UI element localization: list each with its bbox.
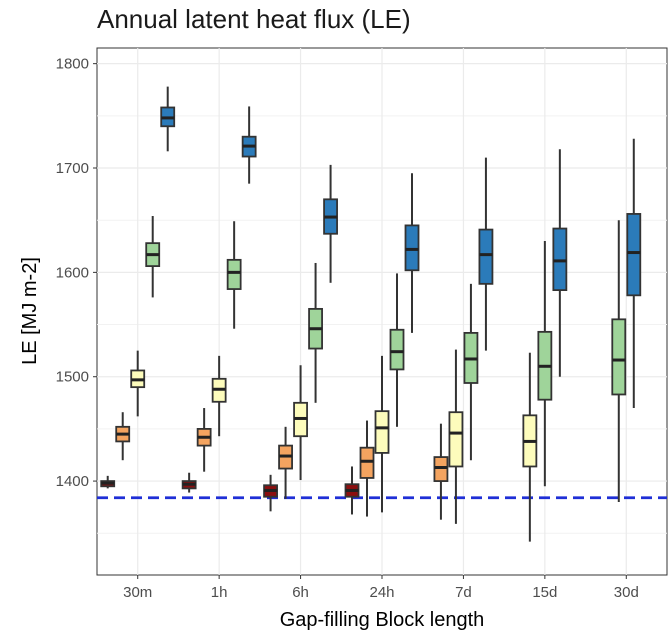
box-1h-3 — [211, 355, 227, 437]
box-30m-2 — [115, 412, 131, 461]
y-tick-labels: 1400 1500 1600 1700 1800 — [56, 56, 97, 490]
y-tick-label: 1400 — [56, 473, 89, 490]
box-body — [359, 446, 375, 479]
box-body — [552, 227, 568, 292]
x-tick-labels: 30m 1h 6h 24h 7d 15d 30d — [123, 575, 639, 601]
box-body — [433, 456, 449, 482]
box-30m-4 — [145, 216, 161, 298]
x-tick-label: 1h — [211, 584, 228, 601]
x-tick-label: 6h — [292, 584, 309, 601]
box-30m-5 — [160, 86, 176, 152]
box-1h-1 — [181, 472, 197, 493]
box-6h-4 — [308, 262, 323, 403]
y-tick-label: 1800 — [56, 56, 89, 73]
box-body — [389, 328, 405, 371]
box-7d-2 — [448, 349, 464, 524]
box-15d-1 — [522, 352, 538, 542]
box-7d-4 — [478, 157, 494, 351]
x-tick-label: 30m — [123, 584, 152, 601]
box-7d-3 — [463, 283, 479, 461]
boxes-layer — [100, 86, 642, 542]
box-24h-5 — [404, 173, 420, 333]
box-6h-5 — [323, 164, 338, 283]
box-1h-5 — [241, 106, 257, 184]
x-tick-label: 15d — [532, 584, 557, 601]
x-axis-title: Gap-filling Block length — [280, 609, 485, 631]
box-24h-4 — [389, 273, 405, 427]
box-body — [226, 258, 242, 290]
box-30d-2 — [626, 138, 642, 409]
box-24h-3 — [374, 355, 390, 513]
box-6h-1 — [263, 474, 278, 512]
box-body — [626, 213, 642, 297]
y-tick-label: 1600 — [56, 264, 89, 281]
box-body — [611, 318, 627, 396]
box-body — [478, 228, 494, 285]
box-body — [374, 410, 390, 454]
box-15d-3 — [552, 149, 568, 377]
box-15d-2 — [537, 241, 553, 487]
box-6h-3 — [293, 365, 308, 481]
box-6h-2 — [278, 426, 293, 499]
box-24h-2 — [359, 420, 375, 517]
box-24h-1 — [344, 466, 360, 515]
box-1h-4 — [226, 221, 242, 329]
box-body — [448, 411, 464, 468]
y-axis-title: LE [MJ m-2] — [19, 257, 41, 365]
box-1h-2 — [196, 408, 212, 472]
box-7d-1 — [433, 423, 449, 520]
box-30m-1 — [100, 475, 116, 489]
y-tick-label: 1500 — [56, 369, 89, 386]
chart-title: Annual latent heat flux (LE) — [97, 4, 411, 34]
box-body — [404, 224, 420, 272]
box-30d-1 — [611, 220, 627, 502]
x-tick-label: 7d — [455, 584, 472, 601]
x-tick-label: 30d — [614, 584, 639, 601]
y-tick-label: 1700 — [56, 160, 89, 177]
x-tick-label: 24h — [369, 584, 394, 601]
box-30m-3 — [130, 350, 146, 417]
